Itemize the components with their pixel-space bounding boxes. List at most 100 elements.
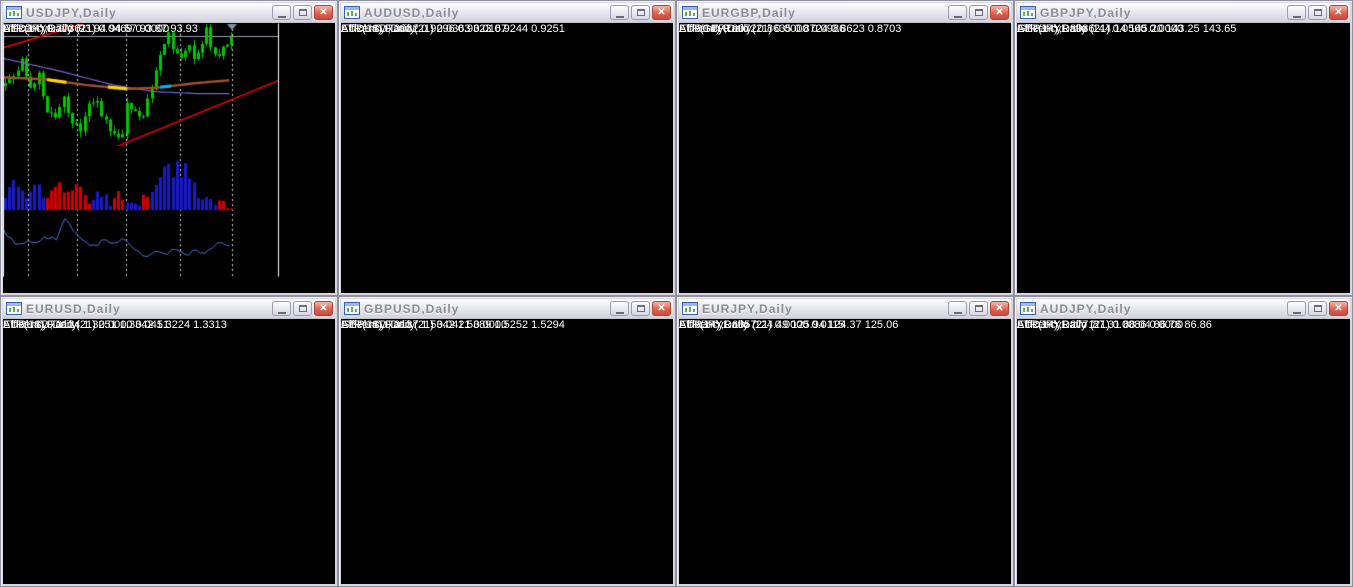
window-titlebar[interactable]: AUDUSD,Daily ✕ <box>341 3 673 23</box>
close-button[interactable]: ✕ <box>990 301 1009 316</box>
chart-canvas[interactable] <box>3 23 335 293</box>
maximize-icon <box>298 305 307 312</box>
chart-window: EURUSD,Daily ✕ EURUSD,Daily 1.3251 1.334… <box>0 296 338 587</box>
maximize-icon <box>636 305 645 312</box>
chart-area[interactable]: EURJPY,Daily 124.49 125.94 124.37 125.06… <box>679 319 1011 584</box>
close-button[interactable]: ✕ <box>1329 5 1348 20</box>
window-titlebar[interactable]: GBPUSD,Daily ✕ <box>341 299 673 319</box>
chart-canvas[interactable] <box>679 319 979 469</box>
minimize-icon <box>1292 311 1301 314</box>
maximize-button[interactable] <box>969 301 988 316</box>
time-axis[interactable] <box>3 319 335 335</box>
minimize-button[interactable] <box>1287 301 1306 316</box>
chart-canvas[interactable] <box>341 23 641 173</box>
time-axis[interactable] <box>1017 319 1350 335</box>
chart-area[interactable]: GBPJPY,Daily 144.14 145.20 143.25 143.65… <box>1017 23 1350 293</box>
minimize-icon <box>277 15 286 18</box>
chart-area[interactable]: AUDUSD,Daily 0.9296 0.9323 0.9244 0.9251… <box>341 23 673 293</box>
minimize-button[interactable] <box>948 301 967 316</box>
maximize-icon <box>974 305 983 312</box>
minimize-icon <box>953 15 962 18</box>
window-title: USDJPY,Daily <box>26 5 117 20</box>
maximize-button[interactable] <box>1308 5 1327 20</box>
chart-canvas[interactable] <box>679 23 979 173</box>
time-axis[interactable] <box>679 319 1011 335</box>
window-title: EURJPY,Daily <box>702 301 793 316</box>
window-titlebar[interactable]: EURUSD,Daily ✕ <box>3 299 335 319</box>
close-button[interactable]: ✕ <box>990 5 1009 20</box>
maximize-button[interactable] <box>969 5 988 20</box>
minimize-icon <box>615 15 624 18</box>
close-button[interactable]: ✕ <box>314 5 333 20</box>
maximize-button[interactable] <box>293 5 312 20</box>
chart-window-icon <box>6 302 22 315</box>
chart-canvas[interactable] <box>1017 319 1317 469</box>
maximize-button[interactable] <box>293 301 312 316</box>
chart-window-icon <box>1020 302 1036 315</box>
chart-window-icon <box>344 302 360 315</box>
window-titlebar[interactable]: USDJPY,Daily ✕ <box>3 3 335 23</box>
chart-window: AUDJPY,Daily ✕ AUDJPY,Daily 87.31 88.04 … <box>1014 296 1353 587</box>
chart-window: EURJPY,Daily ✕ EURJPY,Daily 124.49 125.9… <box>676 296 1014 587</box>
minimize-button[interactable] <box>948 5 967 20</box>
chart-canvas[interactable] <box>341 319 641 469</box>
chart-canvas[interactable] <box>3 319 303 469</box>
close-button[interactable]: ✕ <box>652 5 671 20</box>
window-controls: ✕ <box>1287 301 1350 316</box>
time-axis[interactable] <box>341 23 673 39</box>
chart-area[interactable]: EURGBP,Daily 0.8635 0.8724 0.8623 0.8703… <box>679 23 1011 293</box>
chart-area[interactable]: EURUSD,Daily 1.3251 1.3342 1.3224 1.3313… <box>3 319 335 584</box>
maximize-icon <box>1313 9 1322 16</box>
chart-canvas[interactable] <box>1017 23 1317 173</box>
maximize-icon <box>636 9 645 16</box>
chart-window: GBPUSD,Daily ✕ GBPUSD,Daily 1.5342 1.538… <box>338 296 676 587</box>
close-button[interactable]: ✕ <box>652 301 671 316</box>
window-titlebar[interactable]: AUDJPY,Daily ✕ <box>1017 299 1350 319</box>
maximize-icon <box>298 9 307 16</box>
maximize-button[interactable] <box>1308 301 1327 316</box>
maximize-button[interactable] <box>631 5 650 20</box>
time-axis[interactable] <box>1017 23 1350 39</box>
chart-window: USDJPY,Daily ✕ USDJPY,Daily 93.94 94.57 … <box>0 0 338 296</box>
minimize-button[interactable] <box>1287 5 1306 20</box>
maximize-button[interactable] <box>631 301 650 316</box>
window-titlebar[interactable]: GBPJPY,Daily ✕ <box>1017 3 1350 23</box>
chart-window-icon <box>6 6 22 19</box>
time-axis[interactable] <box>679 23 1011 39</box>
window-title: EURUSD,Daily <box>26 301 121 316</box>
minimize-button[interactable] <box>272 301 291 316</box>
close-icon: ✕ <box>1334 302 1343 314</box>
close-icon: ✕ <box>657 302 666 314</box>
close-icon: ✕ <box>319 302 328 314</box>
chart-window: AUDUSD,Daily ✕ AUDUSD,Daily 0.9296 0.932… <box>338 0 676 296</box>
close-icon: ✕ <box>995 6 1004 18</box>
window-titlebar[interactable]: EURGBP,Daily ✕ <box>679 3 1011 23</box>
minimize-icon <box>1292 15 1301 18</box>
window-controls: ✕ <box>610 301 673 316</box>
close-button[interactable]: ✕ <box>1329 301 1348 316</box>
minimize-button[interactable] <box>272 5 291 20</box>
minimize-icon <box>615 311 624 314</box>
time-axis[interactable] <box>3 23 335 39</box>
chart-area[interactable]: AUDJPY,Daily 87.31 88.04 86.78 86.86 Eff… <box>1017 319 1350 584</box>
maximize-icon <box>1313 305 1322 312</box>
chart-window-icon <box>344 6 360 19</box>
time-axis[interactable] <box>341 319 673 335</box>
window-titlebar[interactable]: EURJPY,Daily ✕ <box>679 299 1011 319</box>
window-title: EURGBP,Daily <box>702 5 796 20</box>
window-title: GBPJPY,Daily <box>1040 5 1132 20</box>
close-button[interactable]: ✕ <box>314 301 333 316</box>
window-title: AUDUSD,Daily <box>364 5 460 20</box>
minimize-icon <box>277 311 286 314</box>
window-controls: ✕ <box>1287 5 1350 20</box>
close-icon: ✕ <box>657 6 666 18</box>
minimize-icon <box>953 311 962 314</box>
chart-window-icon <box>682 302 698 315</box>
chart-window-icon <box>682 6 698 19</box>
chart-area[interactable]: GBPUSD,Daily 1.5342 1.5389 1.5252 1.5294… <box>341 319 673 584</box>
window-title: GBPUSD,Daily <box>364 301 460 316</box>
minimize-button[interactable] <box>610 5 629 20</box>
minimize-button[interactable] <box>610 301 629 316</box>
chart-area[interactable]: USDJPY,Daily 93.94 94.57 93.87 93.93 Eff… <box>3 23 335 293</box>
